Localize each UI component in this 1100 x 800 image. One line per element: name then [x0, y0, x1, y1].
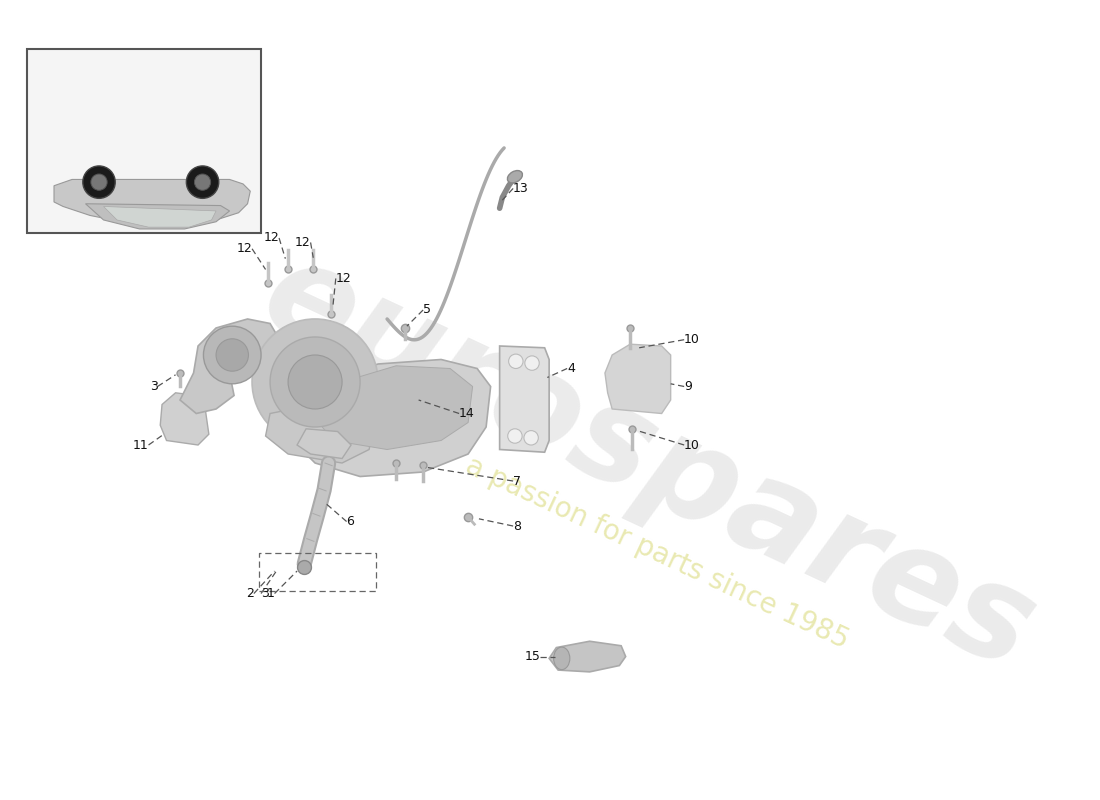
- Text: 15: 15: [525, 650, 540, 663]
- Text: 10: 10: [684, 333, 700, 346]
- Text: 11: 11: [133, 438, 148, 451]
- Polygon shape: [315, 366, 473, 450]
- Circle shape: [508, 429, 522, 443]
- Text: 12: 12: [236, 242, 252, 255]
- Text: 12: 12: [336, 272, 352, 285]
- Text: 10: 10: [684, 438, 700, 451]
- Polygon shape: [86, 204, 230, 229]
- Circle shape: [186, 166, 219, 198]
- Polygon shape: [293, 359, 491, 477]
- Text: 3: 3: [261, 587, 268, 600]
- Text: 8: 8: [513, 519, 521, 533]
- Circle shape: [288, 355, 342, 409]
- Text: 14: 14: [459, 407, 475, 420]
- Text: 5: 5: [424, 303, 431, 317]
- Polygon shape: [103, 206, 216, 227]
- Ellipse shape: [507, 170, 522, 183]
- Text: 13: 13: [513, 182, 529, 195]
- Circle shape: [82, 166, 116, 198]
- Polygon shape: [605, 344, 671, 414]
- Text: 12: 12: [263, 231, 279, 245]
- Circle shape: [508, 354, 522, 369]
- Circle shape: [216, 338, 249, 371]
- Circle shape: [525, 356, 539, 370]
- Circle shape: [252, 319, 378, 445]
- Polygon shape: [297, 429, 351, 458]
- Text: 3: 3: [150, 380, 157, 393]
- Circle shape: [91, 174, 107, 190]
- Polygon shape: [180, 319, 279, 414]
- Text: 6: 6: [346, 515, 354, 528]
- Ellipse shape: [553, 647, 570, 670]
- Circle shape: [204, 326, 261, 384]
- Circle shape: [195, 174, 211, 190]
- Text: 1: 1: [266, 587, 275, 600]
- Text: 2: 2: [246, 587, 254, 600]
- Polygon shape: [161, 393, 209, 445]
- Circle shape: [524, 430, 538, 445]
- Text: 9: 9: [684, 380, 692, 393]
- Circle shape: [271, 337, 360, 427]
- Text: eurospares: eurospares: [243, 229, 1054, 697]
- Polygon shape: [265, 405, 374, 463]
- Polygon shape: [549, 642, 626, 672]
- Text: 4: 4: [568, 362, 575, 375]
- Polygon shape: [499, 346, 549, 452]
- Polygon shape: [54, 179, 251, 225]
- Bar: [28, 49, 261, 234]
- Text: 12: 12: [295, 236, 310, 249]
- Text: a passion for parts since 1985: a passion for parts since 1985: [461, 452, 854, 654]
- Text: 7: 7: [513, 474, 521, 487]
